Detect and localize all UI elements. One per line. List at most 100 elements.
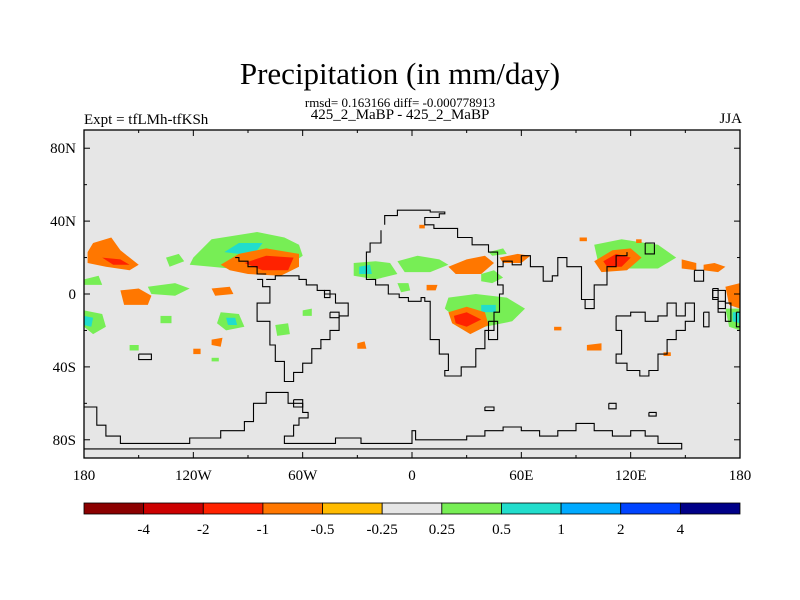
chart-title: Precipitation (in mm/day) bbox=[239, 56, 561, 91]
coastlines bbox=[84, 209, 740, 450]
anomaly-Pacific-wet-2 bbox=[84, 275, 103, 285]
anomaly-Maritime-dry-small bbox=[586, 343, 602, 351]
chart-subtitle: 425_2_MaBP - 425_2_MaBP bbox=[310, 107, 490, 123]
x-tick-label: 180 bbox=[729, 468, 752, 484]
colorbar-label: 1 bbox=[557, 522, 565, 538]
colorbar-swatch bbox=[441, 502, 502, 515]
anomaly-Pacific-dry-small-1 bbox=[193, 348, 201, 355]
anomaly-Central-Pacific-band-wet-core bbox=[224, 243, 263, 254]
anomaly-Pacific-dry-3 bbox=[211, 286, 234, 296]
colorbar-swatch bbox=[501, 502, 562, 515]
y-tick-label: 0 bbox=[69, 287, 77, 303]
colorbar-label: 0.25 bbox=[429, 522, 455, 538]
anomaly-N-Atlantic-dry-small-2 bbox=[579, 237, 587, 242]
anomaly-Indian-Ocean-wet-core bbox=[481, 304, 496, 313]
anomaly-S-Atlantic-dry-small bbox=[357, 341, 367, 349]
x-tick-label: 120E bbox=[615, 468, 647, 484]
coastline-antarctica bbox=[84, 391, 683, 450]
x-tick-label: 60E bbox=[509, 468, 533, 484]
anomaly-Pacific-wet-3 bbox=[147, 283, 190, 296]
colorbar-label: 0.5 bbox=[492, 522, 511, 538]
season-label: JJA bbox=[719, 111, 742, 127]
coastline-indonesia bbox=[584, 299, 595, 310]
experiment-label: Expt = tfLMh-tfKSh bbox=[84, 112, 209, 128]
anomaly-Pacific-wet-south-3 bbox=[275, 323, 290, 336]
y-tick-label: 80N bbox=[50, 141, 76, 157]
coastline-island-6 bbox=[648, 411, 657, 417]
colorbar-label: 2 bbox=[617, 522, 625, 538]
anomaly-W-Pacific-dry-1 bbox=[681, 259, 697, 271]
colorbar-label: -1 bbox=[257, 522, 270, 538]
anomaly-SE-Asia-dry-core bbox=[603, 253, 631, 267]
y-tick-label: 40N bbox=[50, 214, 76, 230]
anomaly-Pacific-wet-south-5 bbox=[129, 345, 139, 351]
colorbar-label: -2 bbox=[197, 522, 210, 538]
coastline-island-1 bbox=[323, 289, 331, 299]
coastline-n-america-west bbox=[693, 269, 705, 282]
colorbar-label: -0.25 bbox=[367, 522, 398, 538]
stats-line: rmsd= 0.163166 diff= -0.000778913 bbox=[304, 95, 496, 110]
colorbar-swatch bbox=[560, 502, 622, 515]
anomaly-W-Pacific-dry-2 bbox=[703, 263, 726, 273]
anomaly-Europe-dry-small bbox=[419, 224, 425, 229]
coastline-island-3 bbox=[484, 406, 495, 412]
anomaly-Pacific-wet-1 bbox=[166, 253, 185, 267]
coastline-nz-2 bbox=[703, 311, 710, 328]
coastline-nz-north bbox=[712, 287, 719, 301]
coastline-japan bbox=[644, 242, 655, 255]
anomaly-Pacific-wet-south-1 bbox=[84, 310, 106, 335]
y-tick-label: 40S bbox=[53, 360, 76, 376]
anomaly-Atlantic-wet-1 bbox=[353, 261, 398, 280]
anomaly-NE-Pacific-dry-core bbox=[102, 257, 130, 265]
anomaly-regions bbox=[84, 224, 740, 362]
axis-ticks: 180 120W 60W 0 60E 120E 180 80N 40N 0 40S 80S bbox=[50, 130, 751, 484]
x-tick-label: 180 bbox=[73, 468, 96, 484]
colorbar: -4 -2 -1 -0.5 -0.25 0.25 0.5 1 2 4 bbox=[83, 502, 741, 538]
colorbar-swatch bbox=[202, 502, 264, 515]
anomaly-Pacific-wet-small-1 bbox=[211, 357, 219, 362]
coastline-s-america bbox=[256, 275, 349, 383]
anomaly-Africa-wet-1 bbox=[397, 283, 411, 293]
anomaly-Central-Pacific-dry-2 bbox=[120, 288, 152, 305]
coastline-island-2 bbox=[329, 311, 340, 319]
colorbar-swatch bbox=[679, 502, 741, 515]
colorbar-swatch bbox=[262, 502, 323, 515]
coastline-island-4 bbox=[293, 399, 304, 408]
x-tick-label: 120W bbox=[175, 468, 213, 484]
coastline-island-5 bbox=[608, 402, 617, 410]
anomaly-Maritime-dry-small-3 bbox=[554, 326, 562, 331]
colorbar-swatch bbox=[620, 502, 681, 515]
anomaly-S-Atlantic-wet-small bbox=[302, 308, 312, 316]
colorbar-swatch bbox=[381, 502, 443, 515]
coastline-fiji bbox=[717, 300, 726, 310]
anomaly-Pacific-wet-south-1-core bbox=[84, 315, 94, 327]
colorbar-swatch bbox=[83, 502, 145, 515]
colorbar-label: 4 bbox=[677, 522, 685, 538]
colorbar-label: -0.5 bbox=[311, 522, 335, 538]
anomaly-Sahel-dry bbox=[448, 255, 494, 274]
anomaly-Indian-Ocean-dry-core bbox=[453, 312, 482, 327]
anomaly-Dateline-dry bbox=[725, 283, 740, 309]
anomaly-NE-Pacific-dry bbox=[87, 237, 139, 271]
coastline-island-7 bbox=[735, 311, 740, 328]
x-tick-label: 0 bbox=[408, 468, 416, 484]
anomaly-N-Africa-wet bbox=[397, 255, 449, 273]
anomaly-Pacific-wet-south-4 bbox=[160, 315, 172, 324]
plot-background bbox=[84, 130, 740, 458]
coastline-n-america-stub bbox=[235, 257, 267, 275]
colorbar-swatch bbox=[143, 502, 204, 515]
anomaly-Africa-dry-1 bbox=[426, 284, 438, 291]
coastline-madagascar bbox=[487, 320, 499, 341]
anomaly-Pacific-wet-south-2-core bbox=[226, 317, 238, 325]
anomaly-N-Atlantic-dry-small bbox=[636, 239, 642, 243]
anomaly-Pacific-dry-south-1 bbox=[211, 337, 223, 347]
y-tick-label: 80S bbox=[53, 433, 76, 449]
x-tick-label: 60W bbox=[288, 468, 318, 484]
coastline-eurasia bbox=[384, 209, 628, 301]
coastline-n-africa bbox=[365, 230, 504, 377]
anomaly-Atlantic-wet-1-core bbox=[359, 264, 372, 274]
colorbar-label: -4 bbox=[137, 522, 150, 538]
coastline-antarctic-wedge bbox=[138, 353, 152, 361]
coastline-australia bbox=[615, 302, 695, 377]
